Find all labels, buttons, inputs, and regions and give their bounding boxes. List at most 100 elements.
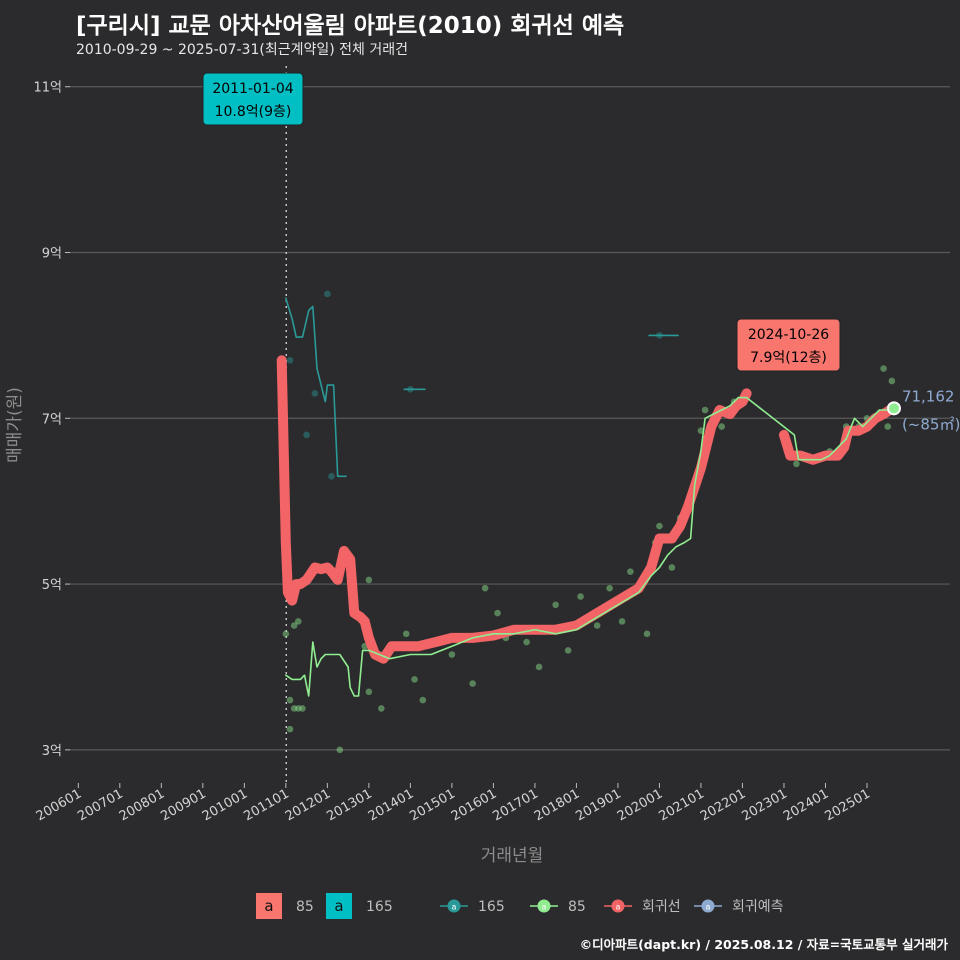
y-tick-label: 5억: [42, 578, 62, 593]
point-85: [378, 705, 385, 712]
point-85: [577, 593, 584, 600]
x-tick-label: 200601: [34, 786, 84, 824]
annotation-box: [202, 72, 304, 126]
x-tick-label: 201001: [200, 786, 250, 824]
point-85: [523, 638, 530, 646]
point-85: [336, 746, 344, 754]
point-85: [282, 630, 290, 638]
point-85: [419, 696, 427, 704]
point-165: [324, 290, 331, 298]
point-85: [286, 725, 294, 733]
legend-dot-glyph: a: [452, 903, 457, 912]
point-85: [448, 651, 456, 658]
legend-fill-label: 165: [366, 899, 393, 915]
y-tick-label: 9억: [42, 247, 62, 262]
y-axis-label: 매매가(원): [5, 387, 25, 463]
point-165: [286, 356, 294, 364]
annotation-date: 2011-01-04: [212, 81, 293, 97]
legend-fill-glyph: a: [334, 897, 343, 915]
x-tick-label: 201301: [324, 786, 374, 824]
point-85: [552, 601, 559, 609]
series-line-165: [284, 297, 347, 478]
y-tick-label: 3억: [42, 744, 62, 759]
point-85: [290, 622, 298, 629]
point-85: [627, 568, 634, 575]
prediction-point: [886, 401, 901, 416]
point-85: [481, 584, 489, 592]
point-85: [402, 630, 410, 638]
x-tick-label: 201101: [241, 786, 291, 824]
point-85: [643, 630, 651, 638]
x-tick-label: 201701: [490, 786, 540, 824]
x-tick-label: 202001: [615, 786, 665, 824]
point-85: [494, 609, 501, 617]
legend-fill-glyph: a: [264, 897, 273, 915]
legend-dot-key: [701, 899, 715, 913]
x-tick-label: 201201: [283, 786, 333, 824]
point-85: [295, 618, 302, 625]
legend-dot-key: [447, 899, 461, 913]
point-85: [656, 522, 663, 530]
legend-dot-key: [611, 899, 625, 913]
point-85: [606, 584, 613, 592]
point-165: [311, 390, 319, 397]
legend: a 85 a 165 a 165 a 85 a 회귀선 a 회귀예측: [256, 893, 784, 919]
x-tick-label: 202501: [822, 786, 872, 824]
point-85: [564, 647, 572, 654]
point-85: [365, 688, 373, 696]
x-tick-label: 201801: [532, 786, 582, 824]
point-85: [469, 680, 476, 687]
series-line-85: [284, 396, 893, 697]
annotation-value: 7.9억(12층): [750, 350, 827, 366]
point-85: [535, 663, 543, 671]
legend-line-label: 회귀선: [642, 899, 681, 915]
prediction-value-label: 71,162: [902, 387, 955, 405]
legend-fill-key: [256, 893, 282, 919]
point-85: [299, 705, 306, 712]
x-tick-label: 202401: [781, 786, 831, 824]
regression-line: [276, 355, 752, 664]
legend-fill-label: 85: [296, 899, 314, 915]
y-tick-label: 11억: [33, 81, 62, 96]
point-85: [290, 705, 298, 712]
point-85: [701, 406, 709, 414]
point-85: [880, 365, 887, 372]
point-85: [884, 423, 892, 430]
x-axis-ticks: 2006012007012008012009012010012011012012…: [34, 783, 873, 824]
point-85: [668, 564, 676, 571]
prediction-area-label: (~85㎡): [902, 415, 960, 433]
point-85: [888, 377, 896, 385]
point-85: [793, 460, 800, 468]
x-tick-label: 202101: [656, 786, 706, 824]
legend-dot-key: [537, 899, 551, 913]
point-85: [718, 423, 725, 430]
legend-dot-glyph: a: [706, 903, 711, 912]
legend-line-label: 165: [478, 899, 505, 915]
prediction-marker: 71,162 (~85㎡): [886, 387, 960, 433]
data-series: [276, 100, 899, 754]
source-footer: ©디아파트(dapt.kr) / 2025.08.12 / 자료=국토교통부 실…: [579, 937, 948, 952]
point-85: [295, 705, 302, 712]
x-tick-label: 201901: [573, 786, 623, 824]
x-tick-label: 200901: [158, 786, 208, 824]
y-axis-ticks: 3억 5억 7억 9억 11억: [33, 81, 70, 759]
point-165: [303, 431, 310, 439]
regression-line: [779, 403, 899, 465]
x-tick-label: 201401: [366, 786, 416, 824]
x-tick-label: 201501: [407, 786, 457, 824]
annotation-date: 2024-10-26: [748, 327, 829, 343]
x-tick-label: 200701: [75, 786, 125, 824]
legend-line-label: 회귀예측: [732, 899, 784, 915]
point-85: [411, 676, 418, 683]
x-tick-label: 202301: [739, 786, 789, 824]
annotation-box: [736, 318, 841, 372]
x-tick-label: 201601: [449, 786, 499, 824]
chart-subtitle: 2010-09-29 ~ 2025-07-31(최근계약일) 전체 거래건: [76, 42, 408, 58]
point-85: [618, 618, 626, 625]
x-tick-label: 202201: [698, 786, 748, 824]
x-tick-label: 200801: [117, 786, 167, 824]
point-85: [286, 696, 294, 704]
legend-dot-glyph: a: [616, 903, 621, 912]
annotation-value: 10.8억(9층): [215, 104, 292, 120]
